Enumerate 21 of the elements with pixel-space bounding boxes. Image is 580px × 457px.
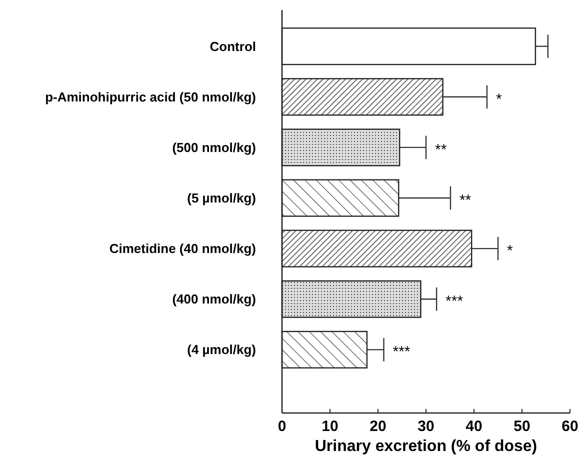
x-tick-label: 10 [322, 418, 338, 435]
annotation: ** [435, 141, 447, 158]
y-tick-label: (4 µmol/kg) [187, 342, 256, 358]
y-tick-label: Control [210, 38, 256, 54]
y-tick-label: (5 µmol/kg) [187, 190, 256, 206]
x-tick-label: 60 [562, 418, 578, 435]
x-tick-label: 0 [278, 418, 286, 435]
y-tick-label: Cimetidine (40 nmol/kg) [109, 241, 256, 256]
x-tick-label: 40 [466, 418, 482, 435]
annotation: * [507, 242, 513, 260]
y-tick-label: (500 nmol/kg) [172, 140, 256, 155]
annotation: *** [392, 344, 410, 361]
annotation: ** [459, 192, 472, 209]
annotation: *** [446, 293, 464, 310]
annotation: * [496, 90, 502, 108]
x-tick-label: 50 [514, 418, 530, 435]
y-tick-label: p-Aminohipurric acid (50 nmol/kg) [45, 89, 256, 104]
x-axis-title: Urinary excretion (% of dose) [314, 438, 538, 455]
x-tick-label: 20 [370, 418, 386, 435]
x-tick-label: 30 [418, 418, 434, 435]
y-tick-label: (400 nmol/kg) [172, 292, 256, 307]
